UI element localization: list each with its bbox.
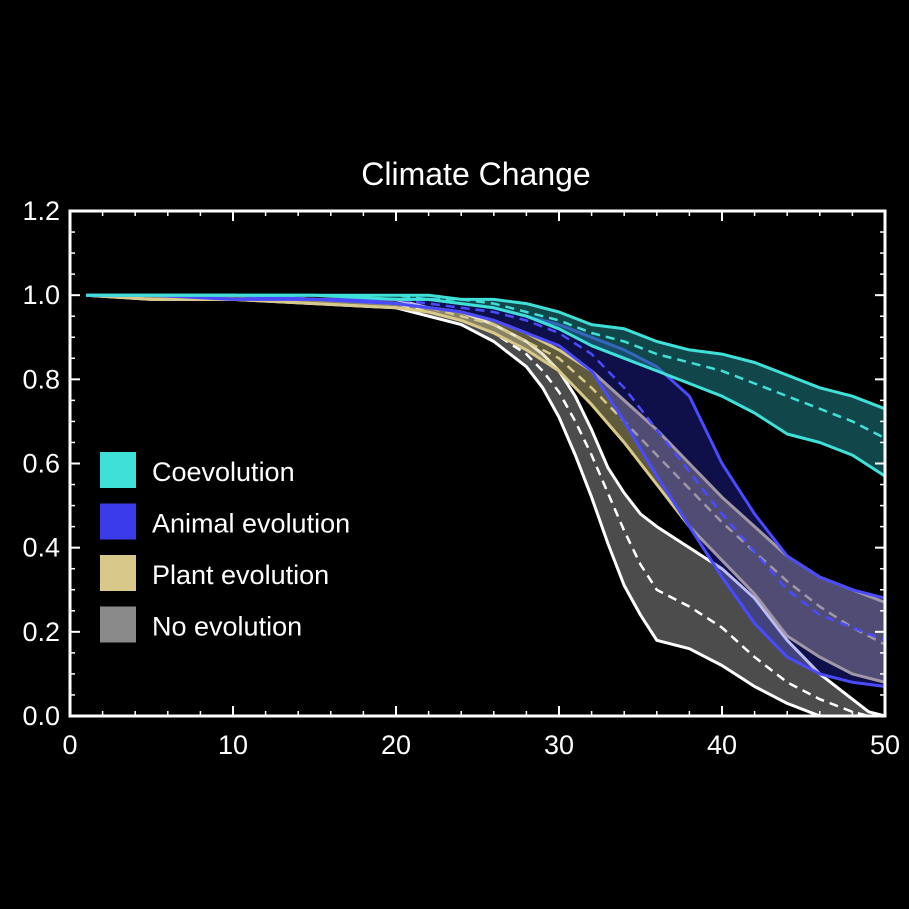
band-no-evolution [86,295,886,716]
axes: 0 10 20 30 40 50 0.0 0.2 0.4 0.6 0.8 1.0 1.2 [22,196,900,760]
legend-label: No evolution [152,612,302,642]
legend-label: Plant evolution [152,560,329,590]
x-tick-label: 0 [62,730,77,760]
y-tick-label: 0.2 [22,617,60,647]
legend-item-animal-evolution: Animal evolution [100,503,350,540]
legend-item-plant-evolution: Plant evolution [100,555,329,591]
legend: Coevolution Animal evolution Plant evoluti… [100,452,350,643]
y-tick-label: 0.8 [22,364,60,394]
legend-item-no-evolution: No evolution [100,606,302,643]
plot-area [86,293,886,718]
y-tick-label: 1.2 [22,196,60,226]
x-tick-label: 50 [870,730,900,760]
x-tick-label: 30 [544,730,574,760]
mean-line-animal-evolution [86,293,886,642]
legend-label: Coevolution [152,457,295,487]
y-tick-label: 1.0 [22,280,60,310]
series-no-evolution [86,293,886,718]
x-tick-label: 20 [381,730,411,760]
mean-line-no-evolution [86,293,885,718]
series-coevolution [86,293,886,478]
legend-swatch [100,606,136,643]
y-tick-label: 0.6 [22,449,60,479]
y-tick-label: 0.4 [22,533,60,563]
x-tick-label: 10 [218,730,248,760]
lower-line-plant-evolution [86,293,886,684]
chart-title: Climate Change [361,156,590,192]
legend-item-coevolution: Coevolution [100,452,295,488]
y-tick-label: 0.0 [22,701,60,731]
band-plant-evolution [86,295,886,683]
legend-label: Animal evolution [152,509,350,539]
legend-swatch [100,503,136,540]
x-tick-label: 40 [707,730,737,760]
band-coevolution [86,295,886,477]
mean-line-coevolution [86,293,886,440]
legend-swatch [100,452,136,488]
legend-swatch [100,555,136,591]
